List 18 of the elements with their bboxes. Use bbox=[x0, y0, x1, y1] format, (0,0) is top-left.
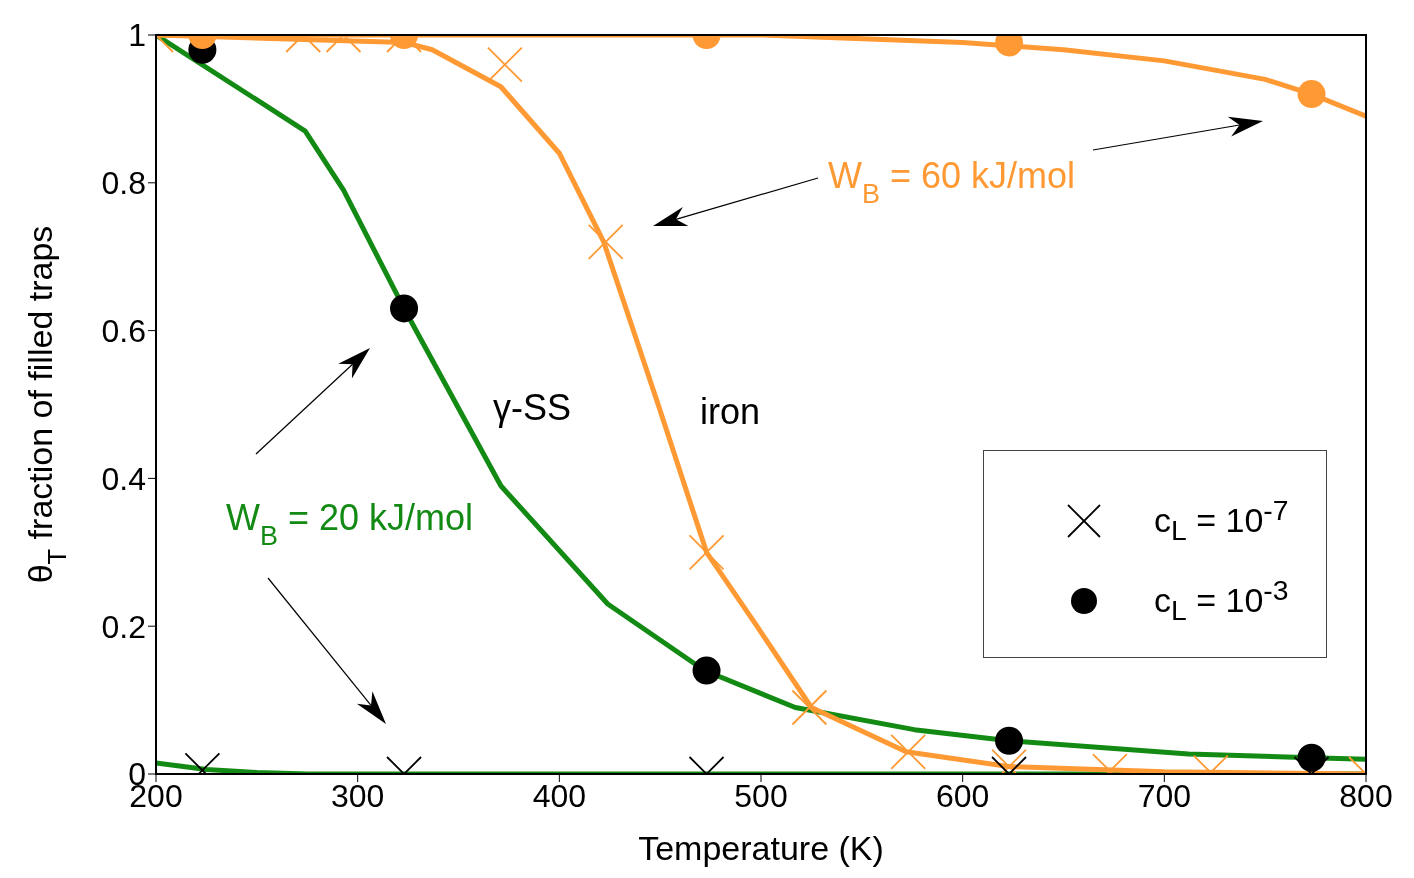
annotation: W$_{B}$ = 60 kJ/mol bbox=[828, 155, 1076, 209]
y-tick-label: 0.4 bbox=[101, 460, 146, 497]
annotation: γ-SS bbox=[493, 387, 572, 428]
x-tick-label: 300 bbox=[330, 777, 385, 814]
x-tick-label: 600 bbox=[935, 777, 990, 814]
annotation: iron bbox=[700, 391, 761, 432]
legend-label: c$_{L}$ = 10$^{-7}$ bbox=[1154, 494, 1289, 548]
y-tick-label: 0.8 bbox=[101, 165, 146, 202]
annotation: W$_{B}$ = 20 kJ/mol bbox=[226, 497, 474, 551]
y-tick-label: 1 bbox=[128, 17, 146, 54]
x-tick-label: 400 bbox=[532, 777, 587, 814]
y-tick-label: 0.6 bbox=[101, 312, 146, 349]
legend-label: c$_{L}$ = 10$^{-3}$ bbox=[1154, 574, 1289, 628]
x-axis-title: Temperature (K) bbox=[638, 829, 884, 867]
y-tick-label: 0.2 bbox=[101, 608, 146, 645]
x-tick-label: 700 bbox=[1137, 777, 1192, 814]
x-tick-label: 800 bbox=[1339, 777, 1393, 814]
x-tick-label: 500 bbox=[734, 777, 788, 814]
